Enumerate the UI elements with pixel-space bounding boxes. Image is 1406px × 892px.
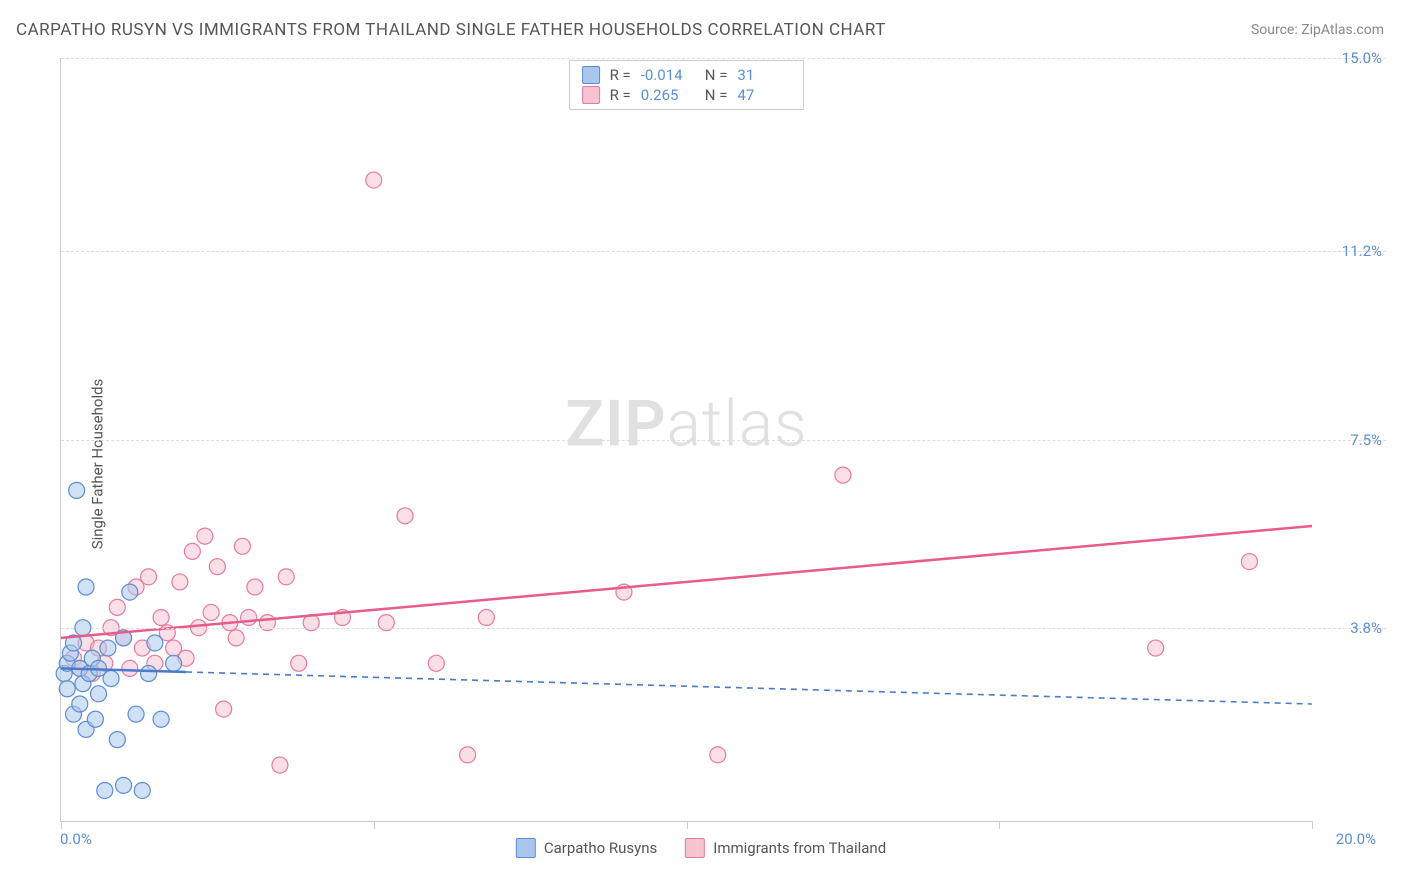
stat-r-b: 0.265 — [641, 86, 695, 104]
x-min-label: 0.0% — [60, 830, 92, 848]
y-right-label: 3.8% — [1350, 619, 1382, 637]
legend-item-a: Carpatho Rusyns — [516, 838, 657, 858]
legend-swatch-a-icon — [516, 838, 536, 858]
stat-n-a: 31 — [737, 66, 791, 84]
bottom-legend: Carpatho Rusyns Immigrants from Thailand — [516, 838, 886, 858]
chart-title: CARPATHO RUSYN VS IMMIGRANTS FROM THAILA… — [16, 20, 886, 40]
stat-label-r: R = — [610, 66, 631, 84]
legend-swatch-b-icon — [685, 838, 705, 858]
source-attribution: Source: ZipAtlas.com — [1251, 22, 1384, 38]
stats-row-a: R = -0.014 N = 31 — [582, 65, 792, 85]
stats-legend-box: R = -0.014 N = 31 R = 0.265 N = 47 — [569, 60, 805, 110]
stat-label-n: N = — [705, 86, 728, 104]
legend-label-a: Carpatho Rusyns — [544, 839, 657, 857]
plot-area: ZIPatlas R = -0.014 N = 31 R = 0.265 N =… — [60, 58, 1312, 822]
legend-item-b: Immigrants from Thailand — [685, 838, 886, 858]
stat-r-a: -0.014 — [641, 66, 695, 84]
stat-label-n: N = — [705, 66, 728, 84]
stats-row-b: R = 0.265 N = 47 — [582, 85, 792, 105]
stat-label-r: R = — [610, 86, 631, 104]
x-max-label: 20.0% — [1336, 830, 1376, 848]
y-right-label: 7.5% — [1350, 431, 1382, 449]
legend-label-b: Immigrants from Thailand — [713, 839, 886, 857]
swatch-series-a-icon — [582, 66, 600, 84]
chart-container: Single Father Households ZIPatlas R = -0… — [16, 58, 1386, 870]
y-right-label: 15.0% — [1342, 49, 1382, 67]
stat-n-b: 47 — [737, 86, 791, 104]
swatch-series-b-icon — [582, 86, 600, 104]
y-right-label: 11.2% — [1342, 242, 1382, 260]
